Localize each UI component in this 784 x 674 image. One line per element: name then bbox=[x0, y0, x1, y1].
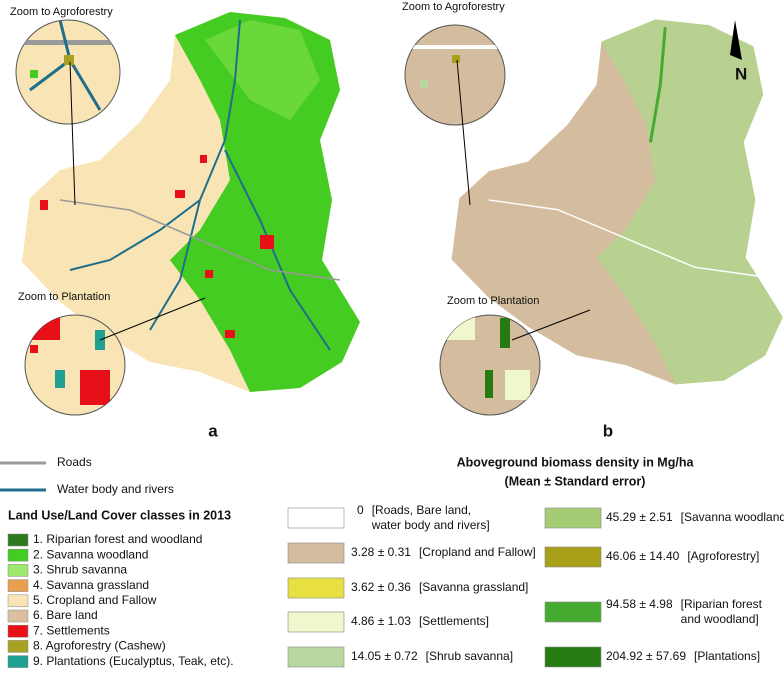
legend-value: 46.06 ± 14.40 bbox=[606, 549, 680, 563]
legend-swatch bbox=[544, 601, 602, 623]
legend-swatch bbox=[544, 646, 602, 668]
legend-value: 45.29 ± 2.51 bbox=[606, 510, 673, 524]
legend-title: (Mean ± Standard error) bbox=[505, 474, 646, 488]
legend-swatch bbox=[544, 507, 602, 529]
map-b: Zoom to Agroforestry Zoom to Plantation … bbox=[402, 1, 783, 440]
legend-label: Water body and rivers bbox=[57, 482, 174, 496]
legend-title: Land Use/Land Cover classes in 2013 bbox=[8, 508, 231, 522]
legend-swatch bbox=[7, 579, 29, 592]
legend-swatch bbox=[287, 542, 345, 564]
legend-value: 14.05 ± 0.72 bbox=[351, 649, 418, 663]
legend-swatch bbox=[7, 655, 29, 668]
legend-swatch bbox=[7, 548, 29, 562]
legend-label: [Roads, Bare land, bbox=[372, 503, 471, 517]
legend-label: 4. Savanna grassland bbox=[33, 578, 149, 592]
legend-label: [Agroforestry] bbox=[687, 549, 759, 563]
legend-label: 5. Cropland and Fallow bbox=[33, 593, 157, 607]
legend-swatch bbox=[7, 624, 29, 638]
legend-swatch bbox=[7, 594, 29, 608]
north-label: N bbox=[735, 64, 747, 83]
legend-label: 3. Shrub savanna bbox=[33, 563, 127, 577]
legend-label: [Savanna grassland] bbox=[419, 580, 528, 594]
legend-label: 6. Bare land bbox=[33, 608, 98, 622]
zoom-label: Zoom to Agroforestry bbox=[402, 1, 505, 13]
zoom-label: Zoom to Plantation bbox=[18, 291, 110, 303]
legend-value: 94.58 ± 4.98 bbox=[606, 597, 673, 611]
legend-value: 3.28 ± 0.31 bbox=[351, 545, 411, 559]
legend-label: [Cropland and Fallow] bbox=[419, 545, 536, 559]
legend-swatch bbox=[7, 533, 29, 547]
legend-label: [Riparian forest bbox=[681, 597, 763, 611]
legend-label: 7. Settlements bbox=[33, 623, 110, 637]
legend-label: [Settlements] bbox=[419, 614, 489, 628]
legend-value: 4.86 ± 1.03 bbox=[351, 614, 411, 628]
legend-label: 1. Riparian forest and woodland bbox=[33, 532, 202, 546]
zoom-label: Zoom to Agroforestry bbox=[10, 6, 113, 18]
legend-label: [Shrub savanna] bbox=[426, 649, 513, 663]
legend-swatch bbox=[287, 507, 345, 529]
legend-value: 0 bbox=[357, 503, 364, 517]
legend-label: and woodland] bbox=[681, 612, 759, 626]
panel-label: a bbox=[208, 421, 218, 440]
legend-swatch bbox=[287, 611, 345, 633]
legend-value: 3.62 ± 0.36 bbox=[351, 580, 411, 594]
map-a: Zoom to Agroforestry Zoom to Plantation … bbox=[10, 6, 360, 440]
legend-label: water body and rivers] bbox=[371, 518, 490, 532]
legend-swatch bbox=[544, 546, 602, 568]
legend-swatch bbox=[7, 564, 29, 577]
legend-label: 8. Agroforestry (Cashew) bbox=[33, 639, 166, 653]
legend-label: [Savanna woodland] bbox=[681, 510, 784, 524]
legend-value: 204.92 ± 57.69 bbox=[606, 649, 686, 663]
legend-swatch bbox=[287, 646, 345, 668]
legend-swatch bbox=[7, 609, 29, 623]
legend-label: [Plantations] bbox=[694, 649, 760, 663]
legend-label: 9. Plantations (Eucalyptus, Teak, etc). bbox=[33, 654, 234, 668]
legend-label: Roads bbox=[57, 455, 92, 469]
legend-title: Aboveground biomass density in Mg/ha bbox=[457, 455, 695, 469]
zoom-label: Zoom to Plantation bbox=[447, 295, 539, 307]
legend-swatch bbox=[7, 640, 29, 653]
panel-label: b bbox=[603, 421, 613, 440]
legend-label: 2. Savanna woodland bbox=[33, 547, 148, 561]
legend-swatch bbox=[287, 577, 345, 599]
